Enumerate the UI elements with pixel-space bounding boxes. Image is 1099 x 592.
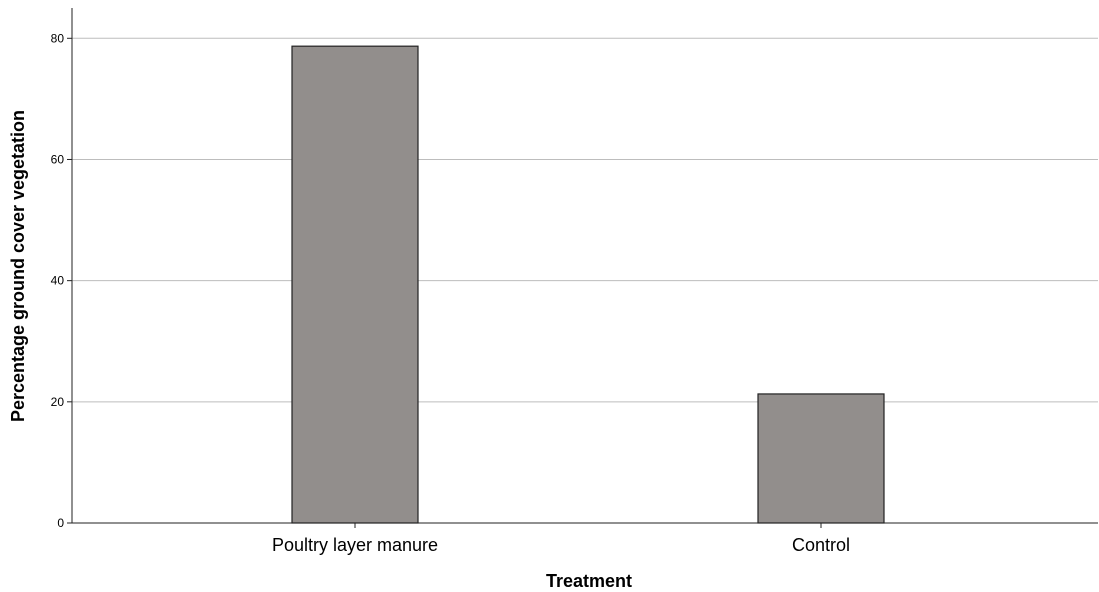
x-tick-label: Poultry layer manure (272, 535, 438, 555)
y-tick-label: 80 (51, 31, 65, 45)
y-tick-label: 40 (51, 274, 65, 288)
bars (291, 45, 885, 524)
y-tick-label: 60 (51, 152, 65, 166)
axes (71, 8, 1098, 524)
bar (291, 45, 419, 524)
y-tick-label: 20 (51, 395, 65, 409)
y-axis-title: Percentage ground cover vegetation (8, 110, 28, 422)
y-tick-label: 0 (57, 516, 64, 530)
x-tick-label: Control (792, 535, 850, 555)
y-tick-labels: 0 20 40 60 80 (51, 31, 72, 530)
x-tick-labels: Poultry layer manure Control (272, 523, 850, 555)
bar (757, 393, 885, 524)
gridlines (72, 37, 1098, 403)
x-axis-title: Treatment (546, 571, 632, 591)
